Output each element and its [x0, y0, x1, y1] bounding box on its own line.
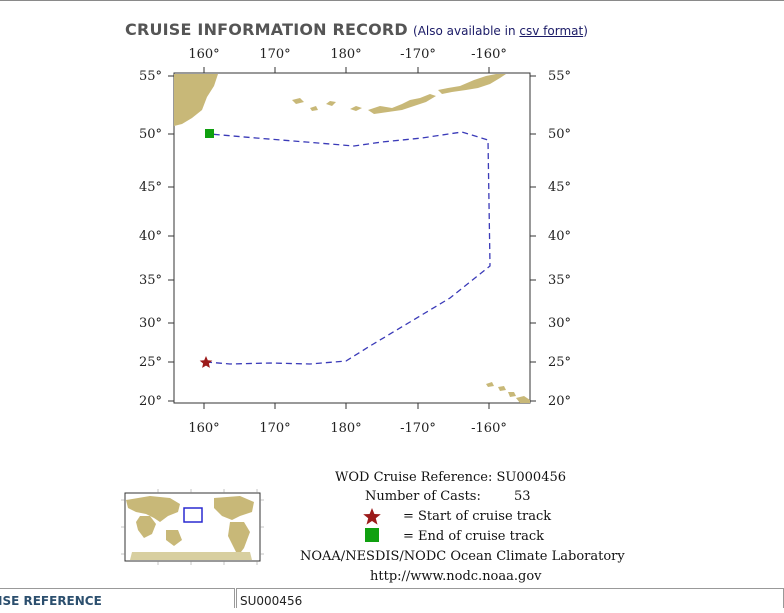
world-inset-map	[121, 489, 264, 565]
end-square-icon	[205, 129, 214, 138]
top-divider	[0, 0, 784, 1]
hawaii-islands	[486, 382, 530, 403]
bottom-tick-label: 170°	[259, 421, 290, 436]
bottom-tick-label: 180°	[330, 421, 361, 436]
top-tick-label: 170°	[259, 47, 290, 62]
tick-marks	[168, 67, 536, 409]
table-label-cell: ISE REFERENCE	[0, 588, 235, 608]
right-tick-label: 30°	[548, 316, 571, 331]
alt-format-note: (Also available in csv format)	[413, 24, 588, 38]
right-tick-label: 25°	[548, 355, 571, 370]
title-text: CRUISE INFORMATION RECORD	[125, 20, 408, 39]
casts-value: 53	[514, 489, 531, 504]
start-star-icon	[199, 356, 213, 368]
right-tick-label: 40°	[548, 229, 571, 244]
legend-start-star-icon	[363, 508, 381, 525]
right-tick-label: 50°	[548, 127, 571, 142]
casts-label: Number of Casts:	[365, 489, 481, 504]
left-tick-label: 20°	[139, 394, 162, 409]
left-tick-label: 45°	[139, 180, 162, 195]
right-tick-label: 55°	[548, 69, 571, 84]
bottom-tick-label: -170°	[400, 421, 436, 436]
right-tick-label: 45°	[548, 180, 571, 195]
left-tick-label: 35°	[139, 273, 162, 288]
start-label: = Start of cruise track	[403, 509, 552, 524]
csv-format-link[interactable]: csv format	[519, 24, 584, 38]
bottom-tick-label: -160°	[471, 421, 507, 436]
inset-region-box	[183, 507, 203, 523]
left-tick-label: 55°	[139, 69, 162, 84]
aleutian-islands	[292, 74, 506, 114]
kamchatka-land	[174, 74, 218, 126]
top-tick-label: -170°	[400, 47, 436, 62]
cruise-reference-line: WOD Cruise Reference: SU000456	[335, 470, 567, 485]
top-tick-label: 180°	[330, 47, 361, 62]
left-tick-label: 25°	[139, 355, 162, 370]
table-value-cell: SU000456	[236, 588, 784, 608]
page-title: CRUISE INFORMATION RECORD (Also availabl…	[125, 20, 588, 39]
end-label: = End of cruise track	[403, 529, 544, 544]
cruise-reference-table: ISE REFERENCE SU000456	[0, 588, 784, 608]
legend-end-square-icon	[365, 528, 379, 542]
nodc-url[interactable]: http://www.nodc.noaa.gov	[370, 569, 542, 584]
map-frame	[173, 72, 531, 404]
left-tick-label: 40°	[139, 229, 162, 244]
left-tick-label: 50°	[139, 127, 162, 142]
lab-name: NOAA/NESDIS/NODC Ocean Climate Laborator…	[300, 549, 625, 564]
top-tick-label: 160°	[188, 47, 219, 62]
right-tick-label: 35°	[548, 273, 571, 288]
left-tick-label: 30°	[139, 316, 162, 331]
bottom-tick-label: 160°	[188, 421, 219, 436]
right-tick-label: 20°	[548, 394, 571, 409]
top-tick-label: -160°	[471, 47, 507, 62]
cruise-track-line	[205, 131, 491, 365]
